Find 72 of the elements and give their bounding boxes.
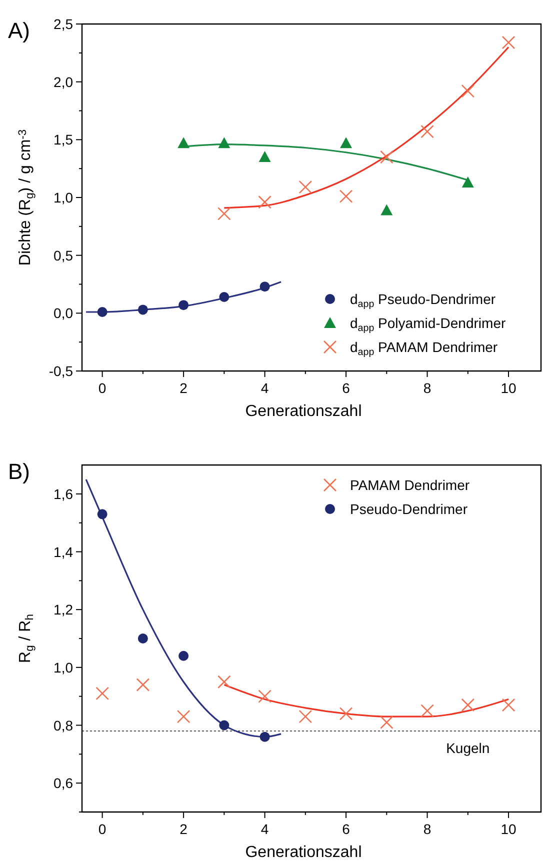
point [462,176,474,188]
point [138,634,148,644]
point [178,300,189,310]
x-tick-label: 8 [423,821,432,837]
y-tick-label: 1,0 [54,190,74,206]
point [380,716,394,730]
x-tick-label: 10 [500,821,516,837]
y-tick-label: -0,5 [48,363,74,379]
chart-title: B) [8,459,30,484]
y-tick-label: 1,4 [54,544,74,560]
point [298,180,312,194]
legend-label: d$_{app}$ Pseudo-Dendrimer [350,291,496,310]
point [461,84,475,98]
y-tick-label: 2,5 [54,16,74,32]
point [219,720,230,730]
legend-label: d$_{app}$ Polyamid-Dendrimer [350,315,506,334]
ref-line-label: Kugeln [446,740,490,756]
point [218,675,231,689]
point [136,678,150,692]
point [219,292,230,302]
y-tick-label: 2,0 [54,74,74,90]
y-tick-label: 0,5 [54,247,74,264]
point [258,690,272,703]
point [260,732,270,742]
x-tick-label: 2 [180,821,188,837]
point [339,190,353,203]
y-tick-label: 1,6 [54,486,74,502]
point [97,509,108,520]
line-series [223,684,510,718]
x-axis-title: Generationszahl [245,844,362,861]
point [258,151,271,162]
legend-label: PAMAM Dendrimer [350,477,470,493]
x-tick-label: 0 [98,821,106,837]
x-axis-title: Generationszahl [245,403,362,420]
legend-label: d$_{app}$ PAMAM Dendrimer [350,339,498,358]
point [502,698,516,712]
y-tick-label: 0,0 [54,305,74,322]
point [502,36,516,50]
x-tick-label: 8 [423,380,432,396]
y-tick-label: 1,5 [54,132,74,148]
point [258,195,272,209]
point [218,137,230,148]
x-tick-label: 0 [98,380,106,396]
point [380,150,394,164]
legend-label: Pseudo-Dendrimer [350,501,468,517]
x-tick-label: 4 [260,821,269,837]
y-tick-label: 0,6 [54,775,74,792]
point [178,137,190,148]
x-tick-label: 10 [500,380,516,396]
x-tick-label: 6 [342,380,350,396]
point [176,710,190,724]
x-tick-label: 4 [260,380,269,396]
point [260,282,270,292]
point [218,207,231,220]
point [340,137,352,148]
point [96,686,109,700]
point [97,307,108,318]
x-tick-label: 6 [342,821,350,837]
point [461,698,475,712]
y-tick-label: 0,8 [54,717,74,734]
line-series [223,46,510,209]
point [420,704,434,718]
point [298,710,312,724]
chart-title: A) [8,18,30,43]
point [420,124,434,138]
point [339,707,353,720]
point [178,650,189,661]
y-tick-label: 1,0 [54,659,74,676]
y-tick-label: 1,2 [54,602,74,618]
x-tick-label: 2 [180,380,188,396]
point [138,304,148,315]
point [380,204,393,216]
